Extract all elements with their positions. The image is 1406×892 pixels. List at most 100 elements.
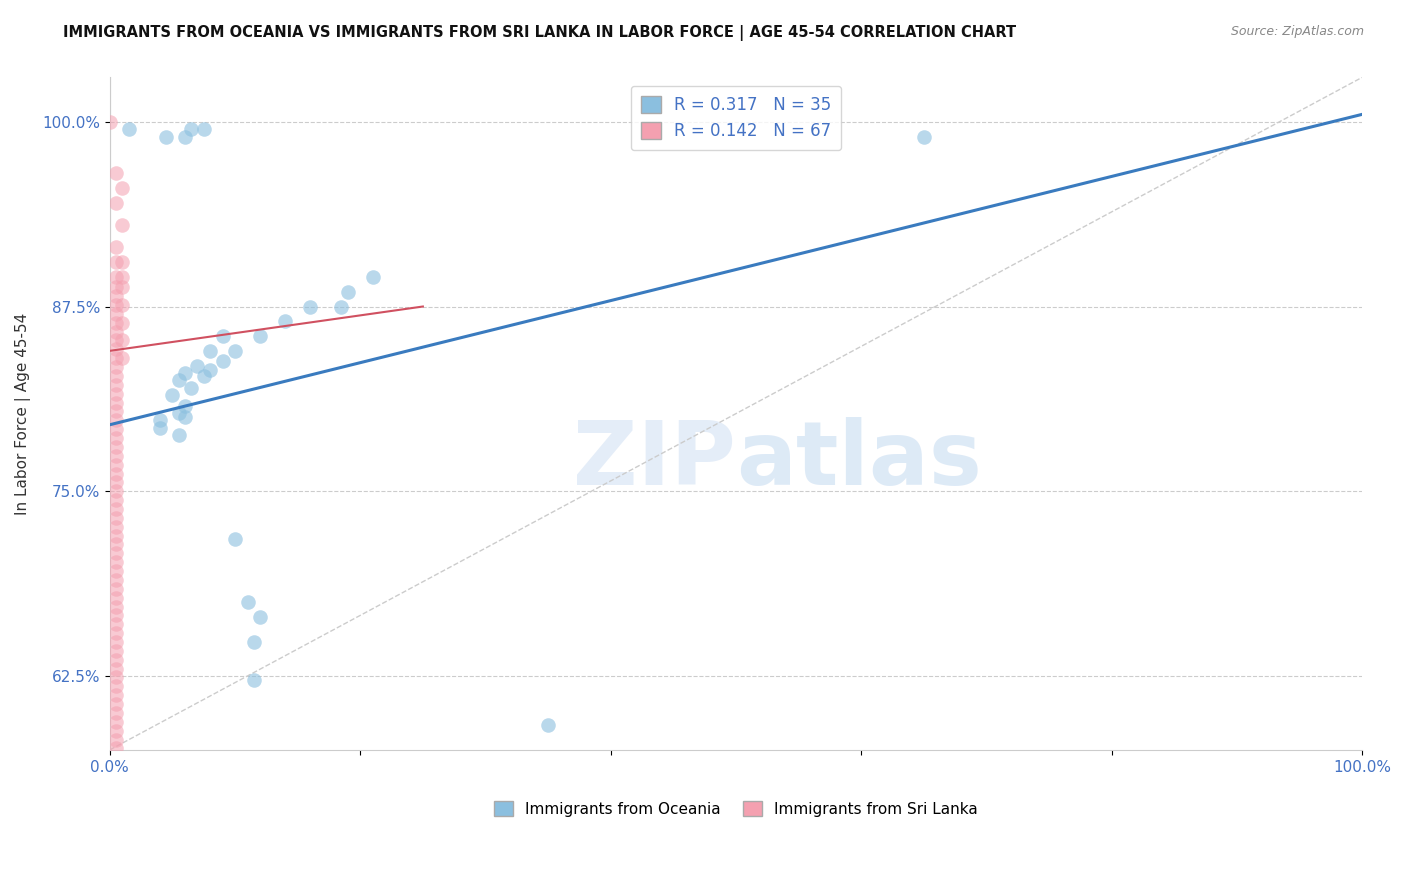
Point [174,399,197,413]
Point [243,673,266,688]
Legend: Immigrants from Oceania, Immigrants from Sri Lanka: Immigrants from Oceania, Immigrants from… [488,795,984,822]
Point [111,351,134,366]
Point [105,688,128,702]
Point [211,354,233,368]
Point [105,395,128,409]
Point [105,360,128,375]
Point [155,129,177,144]
Point [105,377,128,392]
Point [105,573,128,587]
Point [105,564,128,578]
Point [167,406,190,420]
Point [105,679,128,693]
Point [105,475,128,490]
Point [105,599,128,614]
Point [174,366,197,380]
Point [111,316,134,330]
Point [105,484,128,499]
Text: ZIP: ZIP [574,417,735,504]
Point [105,343,128,357]
Point [105,528,128,542]
Point [105,440,128,454]
Point [105,240,128,254]
Point [167,428,190,442]
Point [105,269,128,284]
Text: Source: ZipAtlas.com: Source: ZipAtlas.com [1230,25,1364,38]
Point [105,519,128,533]
Point [149,413,172,427]
Point [180,381,202,395]
Point [117,122,139,136]
Point [105,714,128,729]
Point [105,537,128,551]
Point [111,298,134,312]
Text: atlas: atlas [735,417,981,504]
Point [111,218,134,232]
Point [105,511,128,525]
Point [105,325,128,339]
Point [105,167,128,181]
Point [105,458,128,472]
Point [105,706,128,720]
Point [105,404,128,418]
Point [105,617,128,632]
Point [105,422,128,436]
Point [105,502,128,516]
Point [243,635,266,649]
Point [224,343,246,358]
Point [105,741,128,756]
Point [149,420,172,434]
Point [105,635,128,649]
Text: IMMIGRANTS FROM OCEANIA VS IMMIGRANTS FROM SRI LANKA IN LABOR FORCE | AGE 45-54 : IMMIGRANTS FROM OCEANIA VS IMMIGRANTS FR… [63,25,1017,41]
Point [105,555,128,569]
Point [105,431,128,445]
Point [912,129,935,144]
Point [167,373,190,387]
Point [105,449,128,463]
Y-axis label: In Labor Force | Age 45-54: In Labor Force | Age 45-54 [15,312,31,515]
Point [105,289,128,303]
Point [105,334,128,348]
Point [105,732,128,747]
Point [105,493,128,508]
Point [105,626,128,640]
Point [537,717,560,731]
Point [211,329,233,343]
Point [198,363,221,377]
Point [105,662,128,676]
Point [105,653,128,667]
Point [105,298,128,312]
Point [105,307,128,321]
Point [105,546,128,560]
Point [111,334,134,348]
Point [186,359,208,373]
Point [105,280,128,294]
Point [180,122,202,136]
Point [105,591,128,605]
Point [336,285,359,299]
Point [249,610,271,624]
Point [105,582,128,596]
Point [193,122,215,136]
Point [105,316,128,330]
Point [162,388,184,402]
Point [105,368,128,383]
Point [236,595,259,609]
Point [111,255,134,269]
Point [299,300,322,314]
Point [249,329,271,343]
Point [193,368,215,383]
Point [105,196,128,211]
Point [105,386,128,401]
Point [105,467,128,481]
Point [105,608,128,623]
Point [105,723,128,738]
Point [111,280,134,294]
Point [105,697,128,711]
Point [174,129,197,144]
Point [330,300,353,314]
Point [98,115,121,129]
Point [174,410,197,425]
Point [105,670,128,684]
Point [361,269,384,284]
